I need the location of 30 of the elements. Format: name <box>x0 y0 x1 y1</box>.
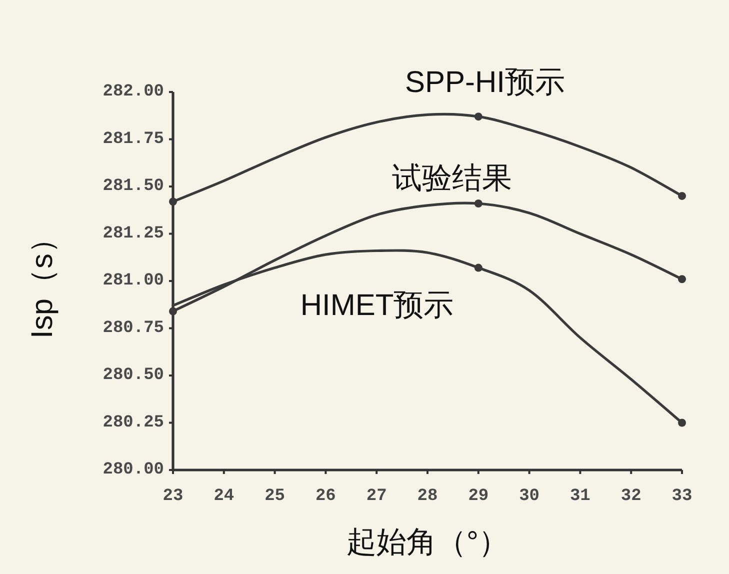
point <box>678 192 686 200</box>
y-tick-label: 280.75 <box>102 318 164 338</box>
x-tick-label: 24 <box>214 487 234 506</box>
point <box>474 200 482 208</box>
x-tick-label: 27 <box>366 487 387 506</box>
x-tick-label: 30 <box>519 487 540 506</box>
point <box>474 264 482 272</box>
point <box>678 418 686 427</box>
y-tick-label: 280.25 <box>102 413 164 432</box>
y-axis-title: Isp（s） <box>26 223 59 339</box>
y-tick-label: 281.50 <box>102 177 164 196</box>
x-axis-title: 起始角（°） <box>346 526 508 559</box>
point <box>169 307 177 316</box>
point <box>474 112 482 121</box>
y-tick-label: 281.75 <box>102 130 164 149</box>
point <box>678 275 686 284</box>
x-tick-label: 25 <box>264 487 286 506</box>
y-tick-label: 281.00 <box>102 272 164 290</box>
y-tick-label: 280.50 <box>102 366 164 385</box>
x-tick-label: 33 <box>672 487 692 506</box>
y-tick-label: 282.00 <box>102 82 164 102</box>
x-tick-label: 26 <box>315 487 336 506</box>
x-tick-label: 32 <box>620 487 642 506</box>
x-tick-label: 28 <box>417 487 438 506</box>
y-tick-label: 281.25 <box>102 224 164 244</box>
x-tick-label: 29 <box>468 487 489 506</box>
point <box>169 198 177 206</box>
y-tick-label: 280.00 <box>102 460 164 480</box>
x-tick-label: 23 <box>162 487 184 506</box>
x-tick-label: 31 <box>570 487 590 506</box>
